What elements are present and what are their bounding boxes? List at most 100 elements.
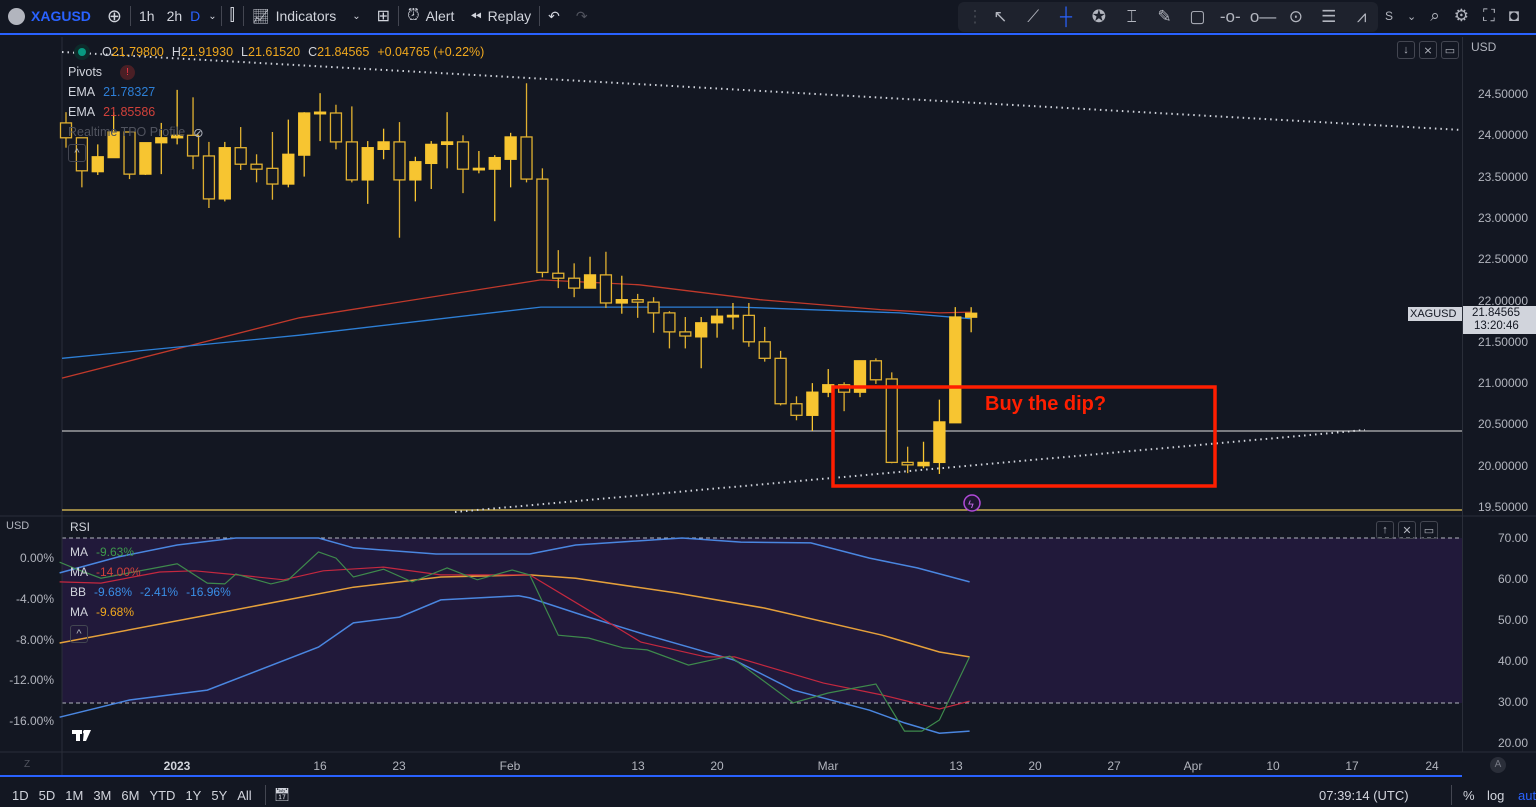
price-tick: 20.00000 — [1477, 458, 1528, 473]
error-icon[interactable]: ! — [120, 64, 136, 80]
bb-upper-line — [59, 537, 970, 583]
undo-button[interactable]: ↶ — [540, 0, 568, 32]
rsi-title[interactable]: RSI — [70, 520, 91, 534]
candle — [345, 106, 358, 183]
high-value: 21.91930 — [180, 45, 234, 59]
circle-icon[interactable]: ⊙ — [1288, 7, 1304, 26]
rectangle-icon[interactable]: ▢ — [1189, 7, 1206, 26]
indicators-button[interactable]: 📈︎ Indicators — [244, 0, 344, 32]
collapse-legend-button[interactable]: ^ — [68, 144, 86, 162]
rsi-ma-orange-line — [59, 574, 970, 658]
pivots-row[interactable]: Pivots! — [68, 62, 484, 82]
ema2-row[interactable]: EMA 21.85586 — [68, 102, 484, 122]
ma1-value: -9.63% — [96, 545, 135, 559]
search-icon[interactable]: ⌕ — [1430, 6, 1440, 25]
collapse-pane-button[interactable]: ⨯ — [1419, 41, 1437, 59]
cursor-arrow-icon[interactable]: ↖ — [993, 7, 1008, 26]
measure-icon[interactable]: ⌶ — [1126, 7, 1137, 26]
range-button-ytd[interactable]: YTD — [149, 787, 176, 803]
symbol-button[interactable]: XAGUSD — [0, 0, 99, 32]
compare-add-button[interactable]: ⊕ — [99, 0, 130, 32]
tpo-row[interactable]: Realtime TPO Profile ⊘ — [68, 122, 484, 142]
interval-1h[interactable]: 1h — [139, 8, 155, 24]
collapse-rsi-legend-button[interactable]: ^ — [70, 625, 88, 643]
price-tick: 22.50000 — [1477, 252, 1528, 267]
candle-body — [266, 167, 279, 185]
candle — [234, 127, 247, 170]
range-button-1d[interactable]: 1D — [12, 787, 29, 803]
annotation-rectangle[interactable] — [831, 385, 1217, 488]
horizontal-ray-icon[interactable]: -o- — [1219, 7, 1241, 26]
pattern-icon[interactable]: ⩘ — [1356, 7, 1367, 26]
candle-body — [885, 378, 898, 464]
ema1-row[interactable]: EMA 21.78327 — [68, 82, 484, 102]
divider — [398, 6, 400, 26]
price-axis[interactable]: USD 24.50000 24.00000 23.50000 23.00000 22.5… — [1462, 37, 1536, 752]
pin-star-icon[interactable]: ✪ — [1091, 7, 1106, 26]
pane-controls: ↓ ⨯ ▭ — [1397, 41, 1459, 59]
auto-scale-a-button[interactable]: A — [1490, 757, 1506, 773]
interval-d[interactable]: D — [190, 8, 201, 24]
auto-toggle[interactable]: auto — [1518, 787, 1536, 803]
candle — [409, 156, 422, 202]
interval-dropdown[interactable]: ⌄ — [204, 0, 220, 32]
camera-icon[interactable]: ◘ — [1508, 6, 1520, 25]
layouts-button[interactable]: ⊞ — [369, 0, 398, 32]
alert-button[interactable]: ⏰︎ Alert — [399, 0, 462, 32]
rsi-bb-row[interactable]: BB -9.68% -2.41% -16.96% — [70, 582, 231, 602]
rsi-ma2-row[interactable]: MA -14.00% — [70, 562, 231, 582]
ema2-label: EMA — [68, 105, 96, 119]
remove-pane-button[interactable]: ✕ — [1398, 521, 1416, 539]
maximize-pane-button[interactable]: ▭ — [1420, 521, 1438, 539]
horizontal-line-icon[interactable]: o— — [1249, 7, 1277, 26]
gear-icon[interactable]: ⚙ — [1453, 6, 1470, 25]
range-button-all[interactable]: All — [237, 787, 252, 803]
chevron-down-icon[interactable]: ⌄ — [1407, 10, 1417, 23]
drag-handle-icon[interactable]: ⋮ — [966, 7, 984, 26]
change-value: +0.04765 (+0.22%) — [377, 45, 485, 59]
fib-levels-icon[interactable]: ☰ — [1321, 7, 1337, 26]
redo-button[interactable]: ↷ — [568, 0, 596, 32]
brush-icon[interactable]: ✎ — [1157, 7, 1172, 26]
percent-toggle[interactable]: % — [1463, 787, 1475, 803]
range-button-5y[interactable]: 5Y — [211, 787, 228, 803]
range-button-5d[interactable]: 5D — [38, 787, 56, 803]
eye-hidden-icon[interactable]: ⊘ — [193, 125, 204, 140]
rsi-legend: RSI MA -9.63% MA -14.00% BB -9.68% -2.41% -16… — [70, 520, 231, 643]
candle-body — [965, 312, 978, 318]
annotation-text[interactable]: Buy the dip? — [985, 393, 1107, 415]
log-toggle[interactable]: log — [1487, 787, 1505, 803]
replay-button[interactable]: ⏪︎ Replay — [462, 0, 539, 32]
maximize-pane-button[interactable]: ▭ — [1441, 41, 1459, 59]
support-dotted-trendline[interactable] — [454, 429, 1366, 513]
utc-clock[interactable]: 07:39:14 (UTC) — [1319, 787, 1409, 803]
divider — [264, 785, 266, 805]
range-button-1y[interactable]: 1Y — [185, 787, 202, 803]
trend-line-icon[interactable]: ⟋ — [1027, 7, 1040, 26]
currency-selector[interactable]: USD — [1471, 40, 1497, 54]
chart-type-button[interactable]: ⫿ — [222, 0, 243, 32]
range-button-6m[interactable]: 6M — [121, 787, 140, 803]
indicators-dropdown[interactable]: ⌄ — [344, 0, 368, 32]
candle-body — [171, 134, 184, 139]
candle-body — [456, 141, 470, 170]
move-down-button[interactable]: ↓ — [1397, 41, 1415, 59]
rsi-left-tick: -8.00% — [15, 632, 54, 647]
range-button-3m[interactable]: 3M — [93, 787, 112, 803]
time-tick: 13 — [949, 759, 963, 773]
fullscreen-icon[interactable]: ⛶ — [1483, 6, 1495, 25]
zoom-z-button[interactable]: Z — [24, 759, 31, 770]
calendar-goto-icon[interactable]: 📅︎ — [273, 787, 291, 802]
candle — [250, 154, 263, 183]
low-label: L — [241, 45, 248, 59]
range-button-1m[interactable]: 1M — [65, 787, 84, 803]
rsi-ma3-row[interactable]: MA -9.68% — [70, 602, 231, 622]
rsi-ma1-row[interactable]: MA -9.63% — [70, 542, 231, 562]
last-price-label: 21.84565 — [1472, 307, 1520, 319]
interval-2h[interactable]: 2h — [166, 8, 183, 24]
lightning-event-icon[interactable] — [963, 494, 981, 512]
move-up-button[interactable]: ↑ — [1376, 521, 1394, 539]
crosshair-icon[interactable]: ┼ — [1059, 7, 1073, 26]
candle-body — [298, 112, 311, 156]
